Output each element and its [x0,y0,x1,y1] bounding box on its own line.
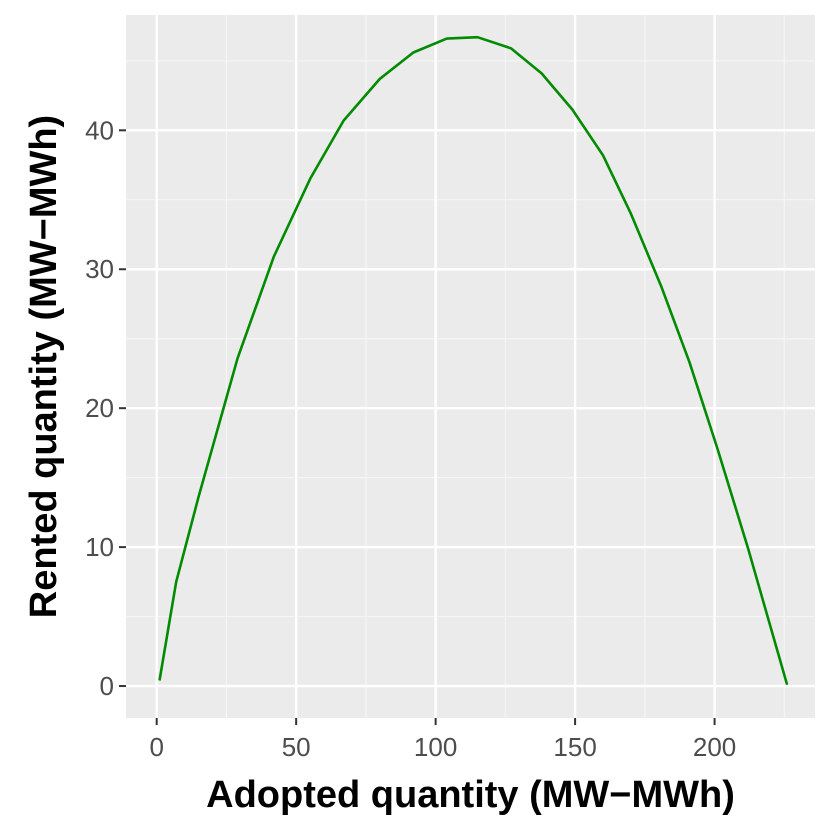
major-gridlines [126,15,815,718]
x-tick-label: 0 [149,732,163,762]
series-line-1 [158,35,789,686]
series-layer [158,35,789,686]
y-tick-label: 20 [85,393,114,423]
x-tick-label: 50 [282,732,311,762]
x-tick-label: 150 [553,732,596,762]
y-tick-label: 10 [85,532,114,562]
y-axis-title: Rented quantity (MW−MWh) [23,115,65,618]
x-tick-label: 100 [414,732,457,762]
minor-gridlines [126,15,815,718]
plot-panel [126,15,815,718]
y-tick-label: 30 [85,254,114,284]
y-tick-label: 0 [100,671,114,701]
x-axis: 0 50 100 150 200 [149,718,736,762]
y-tick-label: 40 [85,115,114,145]
x-tick-label: 200 [693,732,736,762]
x-axis-title: Adopted quantity (MW−MWh) [206,774,735,816]
y-axis: 0 10 20 30 40 [85,115,126,701]
